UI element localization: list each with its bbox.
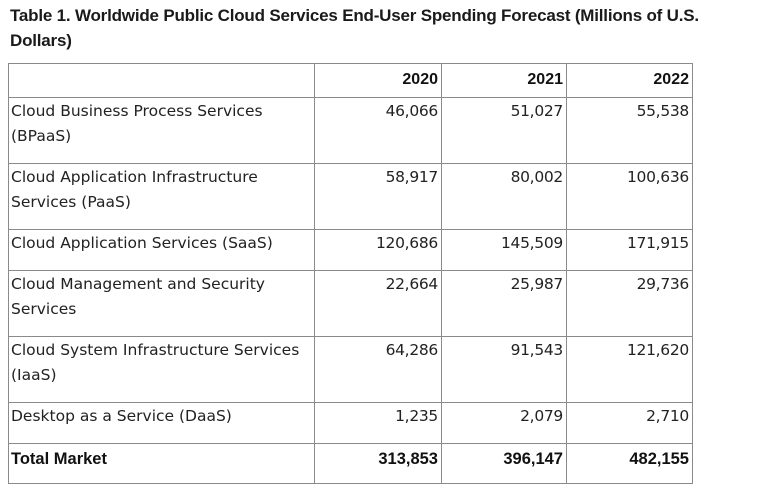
row-label: Cloud Business Process Services (BPaaS) bbox=[8, 97, 315, 164]
value-2020: 22,664 bbox=[314, 270, 442, 337]
value-2020: 58,917 bbox=[314, 163, 442, 230]
value-2020: 46,066 bbox=[314, 97, 442, 164]
value-2021: 51,027 bbox=[441, 97, 567, 164]
row-label: Desktop as a Service (DaaS) bbox=[8, 402, 315, 444]
header-row: 2020 2021 2022 bbox=[8, 63, 693, 98]
row-label: Cloud System Infrastructure Services (Ia… bbox=[8, 336, 315, 403]
table-row-total: Total Market 313,853 396,147 482,155 bbox=[8, 443, 693, 484]
table-row-saas: Cloud Application Services (SaaS) 120,68… bbox=[8, 229, 693, 271]
table-row-paas: Cloud Application Infrastructure Service… bbox=[8, 163, 693, 230]
value-2022: 55,538 bbox=[566, 97, 693, 164]
total-2022: 482,155 bbox=[566, 443, 693, 484]
row-label: Cloud Application Services (SaaS) bbox=[8, 229, 315, 271]
table-row-iaas: Cloud System Infrastructure Services (Ia… bbox=[8, 336, 693, 403]
header-cell-2021: 2021 bbox=[441, 63, 567, 98]
value-2021: 91,543 bbox=[441, 336, 567, 403]
value-2022: 2,710 bbox=[566, 402, 693, 444]
value-2021: 80,002 bbox=[441, 163, 567, 230]
table-row-management-security: Cloud Management and Security Services 2… bbox=[8, 270, 693, 337]
table-row-bpaas: Cloud Business Process Services (BPaaS) … bbox=[8, 97, 693, 164]
row-label: Cloud Application Infrastructure Service… bbox=[8, 163, 315, 230]
table-caption: Table 1. Worldwide Public Cloud Services… bbox=[10, 6, 699, 50]
header-cell-empty bbox=[8, 63, 315, 98]
row-label: Cloud Management and Security Services bbox=[8, 270, 315, 337]
value-2020: 64,286 bbox=[314, 336, 442, 403]
value-2022: 121,620 bbox=[566, 336, 693, 403]
value-2022: 100,636 bbox=[566, 163, 693, 230]
value-2022: 171,915 bbox=[566, 229, 693, 271]
value-2021: 145,509 bbox=[441, 229, 567, 271]
total-2021: 396,147 bbox=[441, 443, 567, 484]
value-2021: 2,079 bbox=[441, 402, 567, 444]
value-2021: 25,987 bbox=[441, 270, 567, 337]
header-cell-2022: 2022 bbox=[566, 63, 693, 98]
spending-forecast-table: 2020 2021 2022 Cloud Business Process Se… bbox=[8, 63, 693, 484]
total-2020: 313,853 bbox=[314, 443, 442, 484]
value-2022: 29,736 bbox=[566, 270, 693, 337]
value-2020: 1,235 bbox=[314, 402, 442, 444]
header-cell-2020: 2020 bbox=[314, 63, 442, 98]
table-row-daas: Desktop as a Service (DaaS) 1,235 2,079 … bbox=[8, 402, 693, 444]
value-2020: 120,686 bbox=[314, 229, 442, 271]
total-label: Total Market bbox=[8, 443, 315, 484]
